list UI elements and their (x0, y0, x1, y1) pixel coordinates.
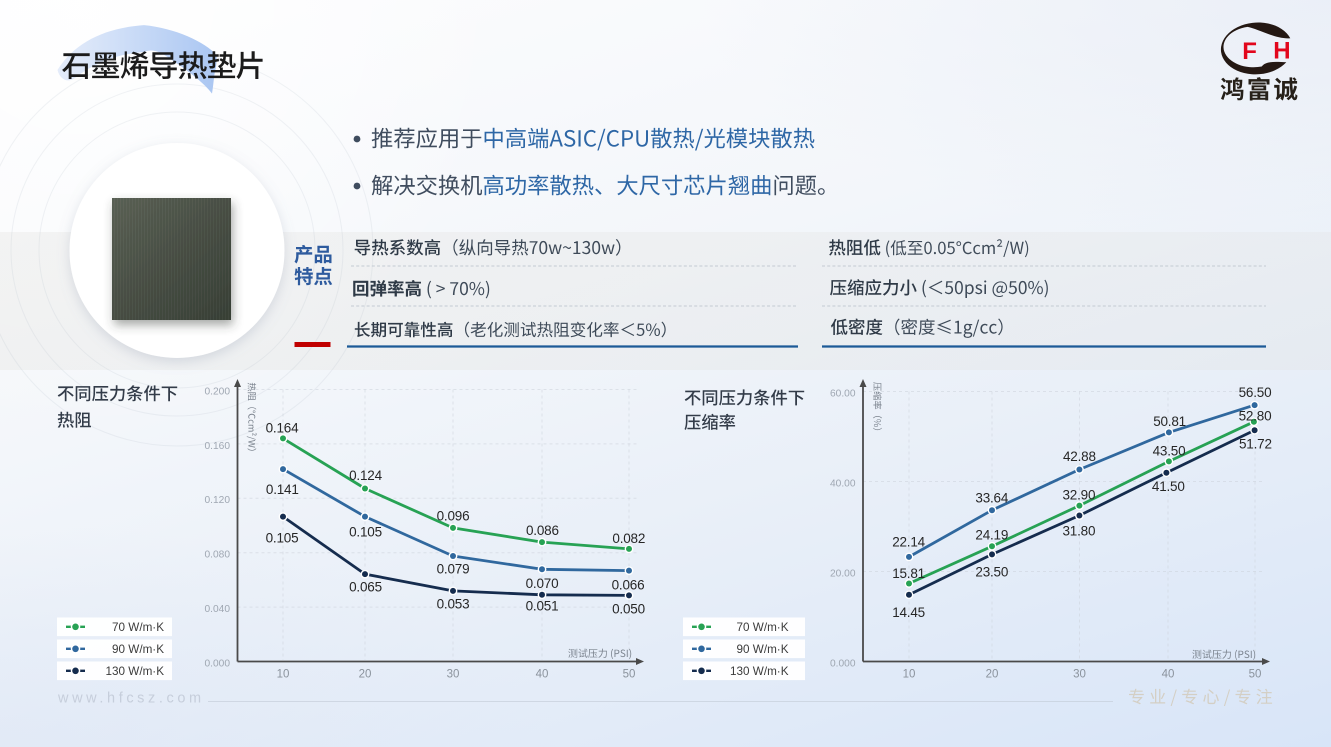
svg-text:50: 50 (1249, 669, 1262, 681)
svg-text:0.000: 0.000 (205, 658, 231, 669)
svg-text:40: 40 (1162, 669, 1175, 681)
svg-text:24.19: 24.19 (975, 527, 1008, 542)
svg-text:0.051: 0.051 (526, 599, 559, 614)
svg-text:0.096: 0.096 (437, 508, 470, 523)
svg-text:52.80: 52.80 (1239, 409, 1272, 424)
svg-text:40: 40 (536, 669, 549, 681)
svg-text:H: H (1273, 38, 1290, 65)
svg-text:15.81: 15.81 (892, 566, 925, 581)
svg-text:90 W/m·K: 90 W/m·K (112, 643, 164, 656)
svg-text:0.105: 0.105 (266, 530, 299, 545)
svg-text:130 W/m·K: 130 W/m·K (106, 665, 165, 678)
svg-text:51.72: 51.72 (1239, 437, 1272, 452)
svg-text:0.053: 0.053 (437, 596, 470, 611)
svg-text:10: 10 (277, 669, 290, 681)
svg-text:42.88: 42.88 (1063, 449, 1096, 464)
svg-text:56.50: 56.50 (1239, 385, 1272, 400)
svg-text:0.124: 0.124 (349, 468, 382, 483)
svg-text:31.80: 31.80 (1063, 524, 1096, 539)
svg-text:41.50: 41.50 (1152, 479, 1185, 494)
svg-text:14.45: 14.45 (892, 605, 925, 620)
svg-text:F: F (1242, 38, 1257, 65)
svg-text:40.00: 40.00 (830, 478, 856, 489)
svg-text:130 W/m·K: 130 W/m·K (730, 665, 789, 678)
svg-text:0.079: 0.079 (437, 562, 470, 577)
svg-text:23.50: 23.50 (975, 564, 1008, 579)
svg-text:0.082: 0.082 (612, 531, 645, 546)
svg-text:0.160: 0.160 (205, 441, 231, 452)
svg-text:0.040: 0.040 (205, 604, 231, 615)
svg-text:20.00: 20.00 (830, 568, 856, 579)
svg-text:20: 20 (359, 669, 372, 681)
svg-text:50: 50 (623, 669, 636, 681)
svg-text:30: 30 (1073, 669, 1086, 681)
svg-text:0.141: 0.141 (266, 482, 299, 497)
svg-text:20: 20 (986, 669, 999, 681)
svg-text:0.120: 0.120 (205, 495, 231, 506)
svg-text:0.000: 0.000 (830, 658, 856, 669)
svg-text:0.065: 0.065 (349, 579, 382, 594)
svg-text:50.81: 50.81 (1153, 414, 1186, 429)
svg-text:30: 30 (447, 669, 460, 681)
svg-text:43.50: 43.50 (1153, 444, 1186, 459)
svg-text:0.066: 0.066 (612, 578, 645, 593)
svg-text:0.070: 0.070 (526, 576, 559, 591)
svg-text:70 W/m·K: 70 W/m·K (737, 621, 789, 634)
svg-text:90 W/m·K: 90 W/m·K (737, 643, 789, 656)
svg-text:60.00: 60.00 (830, 388, 856, 399)
svg-text:0.164: 0.164 (266, 420, 299, 435)
svg-text:70 W/m·K: 70 W/m·K (112, 621, 164, 634)
svg-text:10: 10 (903, 669, 916, 681)
svg-text:0.050: 0.050 (612, 601, 645, 616)
svg-text:0.080: 0.080 (205, 550, 231, 561)
svg-text:33.64: 33.64 (975, 490, 1008, 505)
svg-text:0.105: 0.105 (349, 524, 382, 539)
svg-text:32.90: 32.90 (1063, 488, 1096, 503)
svg-text:0.086: 0.086 (526, 523, 559, 538)
svg-text:www.hfcsz.com: www.hfcsz.com (57, 691, 205, 707)
svg-text:0.200: 0.200 (205, 386, 231, 397)
svg-text:22.14: 22.14 (892, 535, 925, 550)
